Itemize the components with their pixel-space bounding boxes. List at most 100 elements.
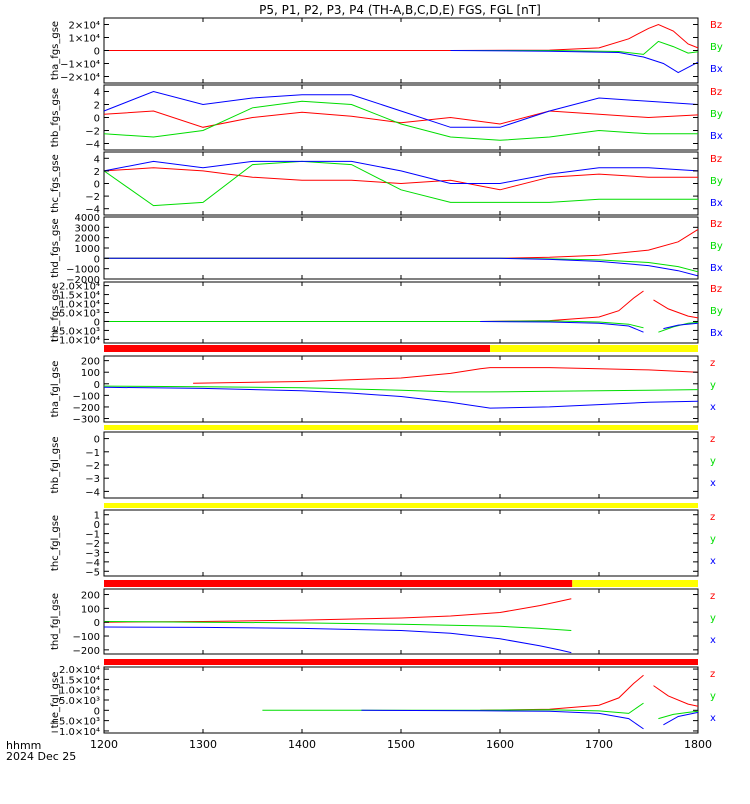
panel-frame bbox=[103, 216, 699, 280]
ytick-label: 100 bbox=[81, 368, 100, 379]
ytick-label: 100 bbox=[81, 604, 100, 615]
xtick-label: 1700 bbox=[585, 738, 613, 751]
series-z-line-0 bbox=[480, 290, 644, 322]
legend-x: Bx bbox=[710, 131, 723, 142]
legend-z: Bz bbox=[710, 154, 722, 165]
panel-ylabel: thb_fgl_gse bbox=[50, 437, 61, 494]
ytick-label: 0 bbox=[94, 435, 100, 446]
legend-z: Bz bbox=[710, 219, 722, 230]
series-y-line-1 bbox=[104, 257, 699, 273]
ytick-label: 5.0×10³ bbox=[59, 696, 100, 707]
panel-frame bbox=[103, 509, 699, 577]
ytick-label: 1.0×10⁴ bbox=[59, 686, 100, 697]
legend-z: Bz bbox=[710, 87, 722, 98]
xtick-label: 1600 bbox=[486, 738, 514, 751]
legend-y: By bbox=[710, 241, 723, 252]
panel-thb_fgl_gse: 0 −1 −2 −3 −4 thb_fgl_gse zyx bbox=[50, 431, 716, 499]
ytick-label: 0 bbox=[94, 47, 100, 58]
panel-the_fgl_gse: 2.0×10⁴1.5×10⁴1.0×10⁴5.0×10³0−5.0×10³−1.… bbox=[50, 665, 716, 738]
ytick-label: −4 bbox=[85, 205, 100, 216]
ytick-label: 4 bbox=[94, 154, 100, 165]
ytick-label: 0 bbox=[94, 114, 100, 125]
series-y-line-1 bbox=[103, 100, 698, 141]
series-x-line-2 bbox=[103, 90, 699, 128]
legend-z: z bbox=[710, 669, 715, 680]
panel-ylabel: the_fgs_gse bbox=[50, 283, 61, 342]
ytick-label: 1000 bbox=[75, 244, 100, 255]
series-x-line-2 bbox=[103, 160, 699, 184]
panel-frame bbox=[103, 355, 699, 423]
panel-ylabel: thd_fgs_gse bbox=[50, 218, 61, 277]
series-z-line-1 bbox=[653, 299, 699, 319]
mode-bar-red bbox=[104, 345, 491, 352]
series-y-line-1 bbox=[103, 385, 699, 393]
mode-bar-yellow bbox=[104, 503, 698, 508]
mode-bar-red bbox=[104, 659, 698, 665]
legend-x: Bx bbox=[710, 328, 723, 339]
panel-ylabel: thd_fgl_gse bbox=[50, 593, 61, 650]
ytick-label: 0 bbox=[94, 706, 100, 717]
series-x-line-2 bbox=[103, 386, 699, 409]
ytick-label: −1000 bbox=[66, 265, 100, 276]
legend-z: z bbox=[710, 591, 715, 602]
series-y-line-3 bbox=[658, 710, 699, 720]
series-x-line-5 bbox=[663, 711, 699, 726]
xtick-label: 1800 bbox=[684, 738, 712, 751]
legend-z: z bbox=[710, 434, 715, 445]
panel-frame bbox=[103, 666, 699, 734]
ytick-label: −2000 bbox=[66, 275, 100, 286]
ytick-label: −1.0×10⁴ bbox=[51, 335, 100, 346]
series-z-line-0 bbox=[104, 228, 699, 259]
ytick-label: 1.5×10⁴ bbox=[59, 675, 100, 686]
legend-z: z bbox=[710, 512, 715, 523]
xtick-label: 1300 bbox=[189, 738, 217, 751]
panel-ylabel: thc_fgl_gse bbox=[50, 515, 61, 571]
ytick-label: −2 bbox=[85, 127, 100, 138]
figure-title: P5, P1, P2, P3, P4 (TH-A,B,C,D,E) FGS, F… bbox=[259, 3, 541, 17]
time-axis: 1200 1300 1400 1500 1600 1700 1800 bbox=[90, 738, 712, 751]
series-y-line-2 bbox=[104, 320, 644, 329]
xtick-label: 1400 bbox=[288, 738, 316, 751]
series-z-line-0 bbox=[103, 167, 698, 191]
mode-bar-red bbox=[104, 580, 573, 587]
legend-x: x bbox=[710, 556, 716, 567]
ytick-label: 200 bbox=[81, 591, 100, 602]
legend-z: Bz bbox=[710, 20, 722, 31]
series-y-line-1 bbox=[103, 160, 698, 207]
panel-ylabel: tha_fgl_gse bbox=[50, 361, 61, 418]
series-z-line-0 bbox=[104, 23, 699, 51]
ytick-label: 4 bbox=[94, 88, 100, 99]
ytick-label: −200 bbox=[73, 646, 100, 657]
series-y-line-1 bbox=[450, 40, 699, 55]
ytick-label: −4 bbox=[85, 140, 100, 151]
legend-y: y bbox=[710, 534, 716, 545]
ytick-label: 1 bbox=[94, 511, 100, 522]
series-z-line-0 bbox=[193, 367, 699, 384]
ytick-label: −1 bbox=[85, 448, 100, 459]
series-x-line-4 bbox=[480, 321, 644, 333]
ytick-label: −5.0×10³ bbox=[51, 717, 100, 728]
panel-thd_fgl_gse: 200 100 0 −100 −200 thd_fgl_gse zyx bbox=[50, 588, 716, 657]
ytick-label: −1.0×10⁴ bbox=[51, 727, 100, 738]
ytick-label: 0 bbox=[94, 380, 100, 391]
mode-bar-yellow bbox=[104, 425, 698, 430]
ytick-label: −100 bbox=[73, 632, 100, 643]
series-x-line-5 bbox=[663, 322, 699, 330]
ytick-label: 3000 bbox=[75, 223, 100, 234]
ytick-label: 0 bbox=[94, 618, 100, 629]
ytick-label: 0 bbox=[94, 520, 100, 531]
ytick-label: −3 bbox=[85, 548, 100, 559]
mode-bar-yellow bbox=[490, 345, 698, 352]
ytick-label: −300 bbox=[73, 415, 100, 426]
time-axis-label: hhmm bbox=[6, 739, 41, 752]
ytick-label: 0 bbox=[94, 180, 100, 191]
series-z-line-0 bbox=[480, 674, 644, 711]
legend-x: Bx bbox=[710, 263, 723, 274]
panel-ylabel: thc_fgs_gse bbox=[50, 154, 61, 213]
legend-y: By bbox=[710, 42, 723, 53]
ytick-label: 1.0×10⁴ bbox=[59, 300, 100, 311]
ytick-label: −100 bbox=[73, 391, 100, 402]
legend-x: x bbox=[710, 402, 716, 413]
